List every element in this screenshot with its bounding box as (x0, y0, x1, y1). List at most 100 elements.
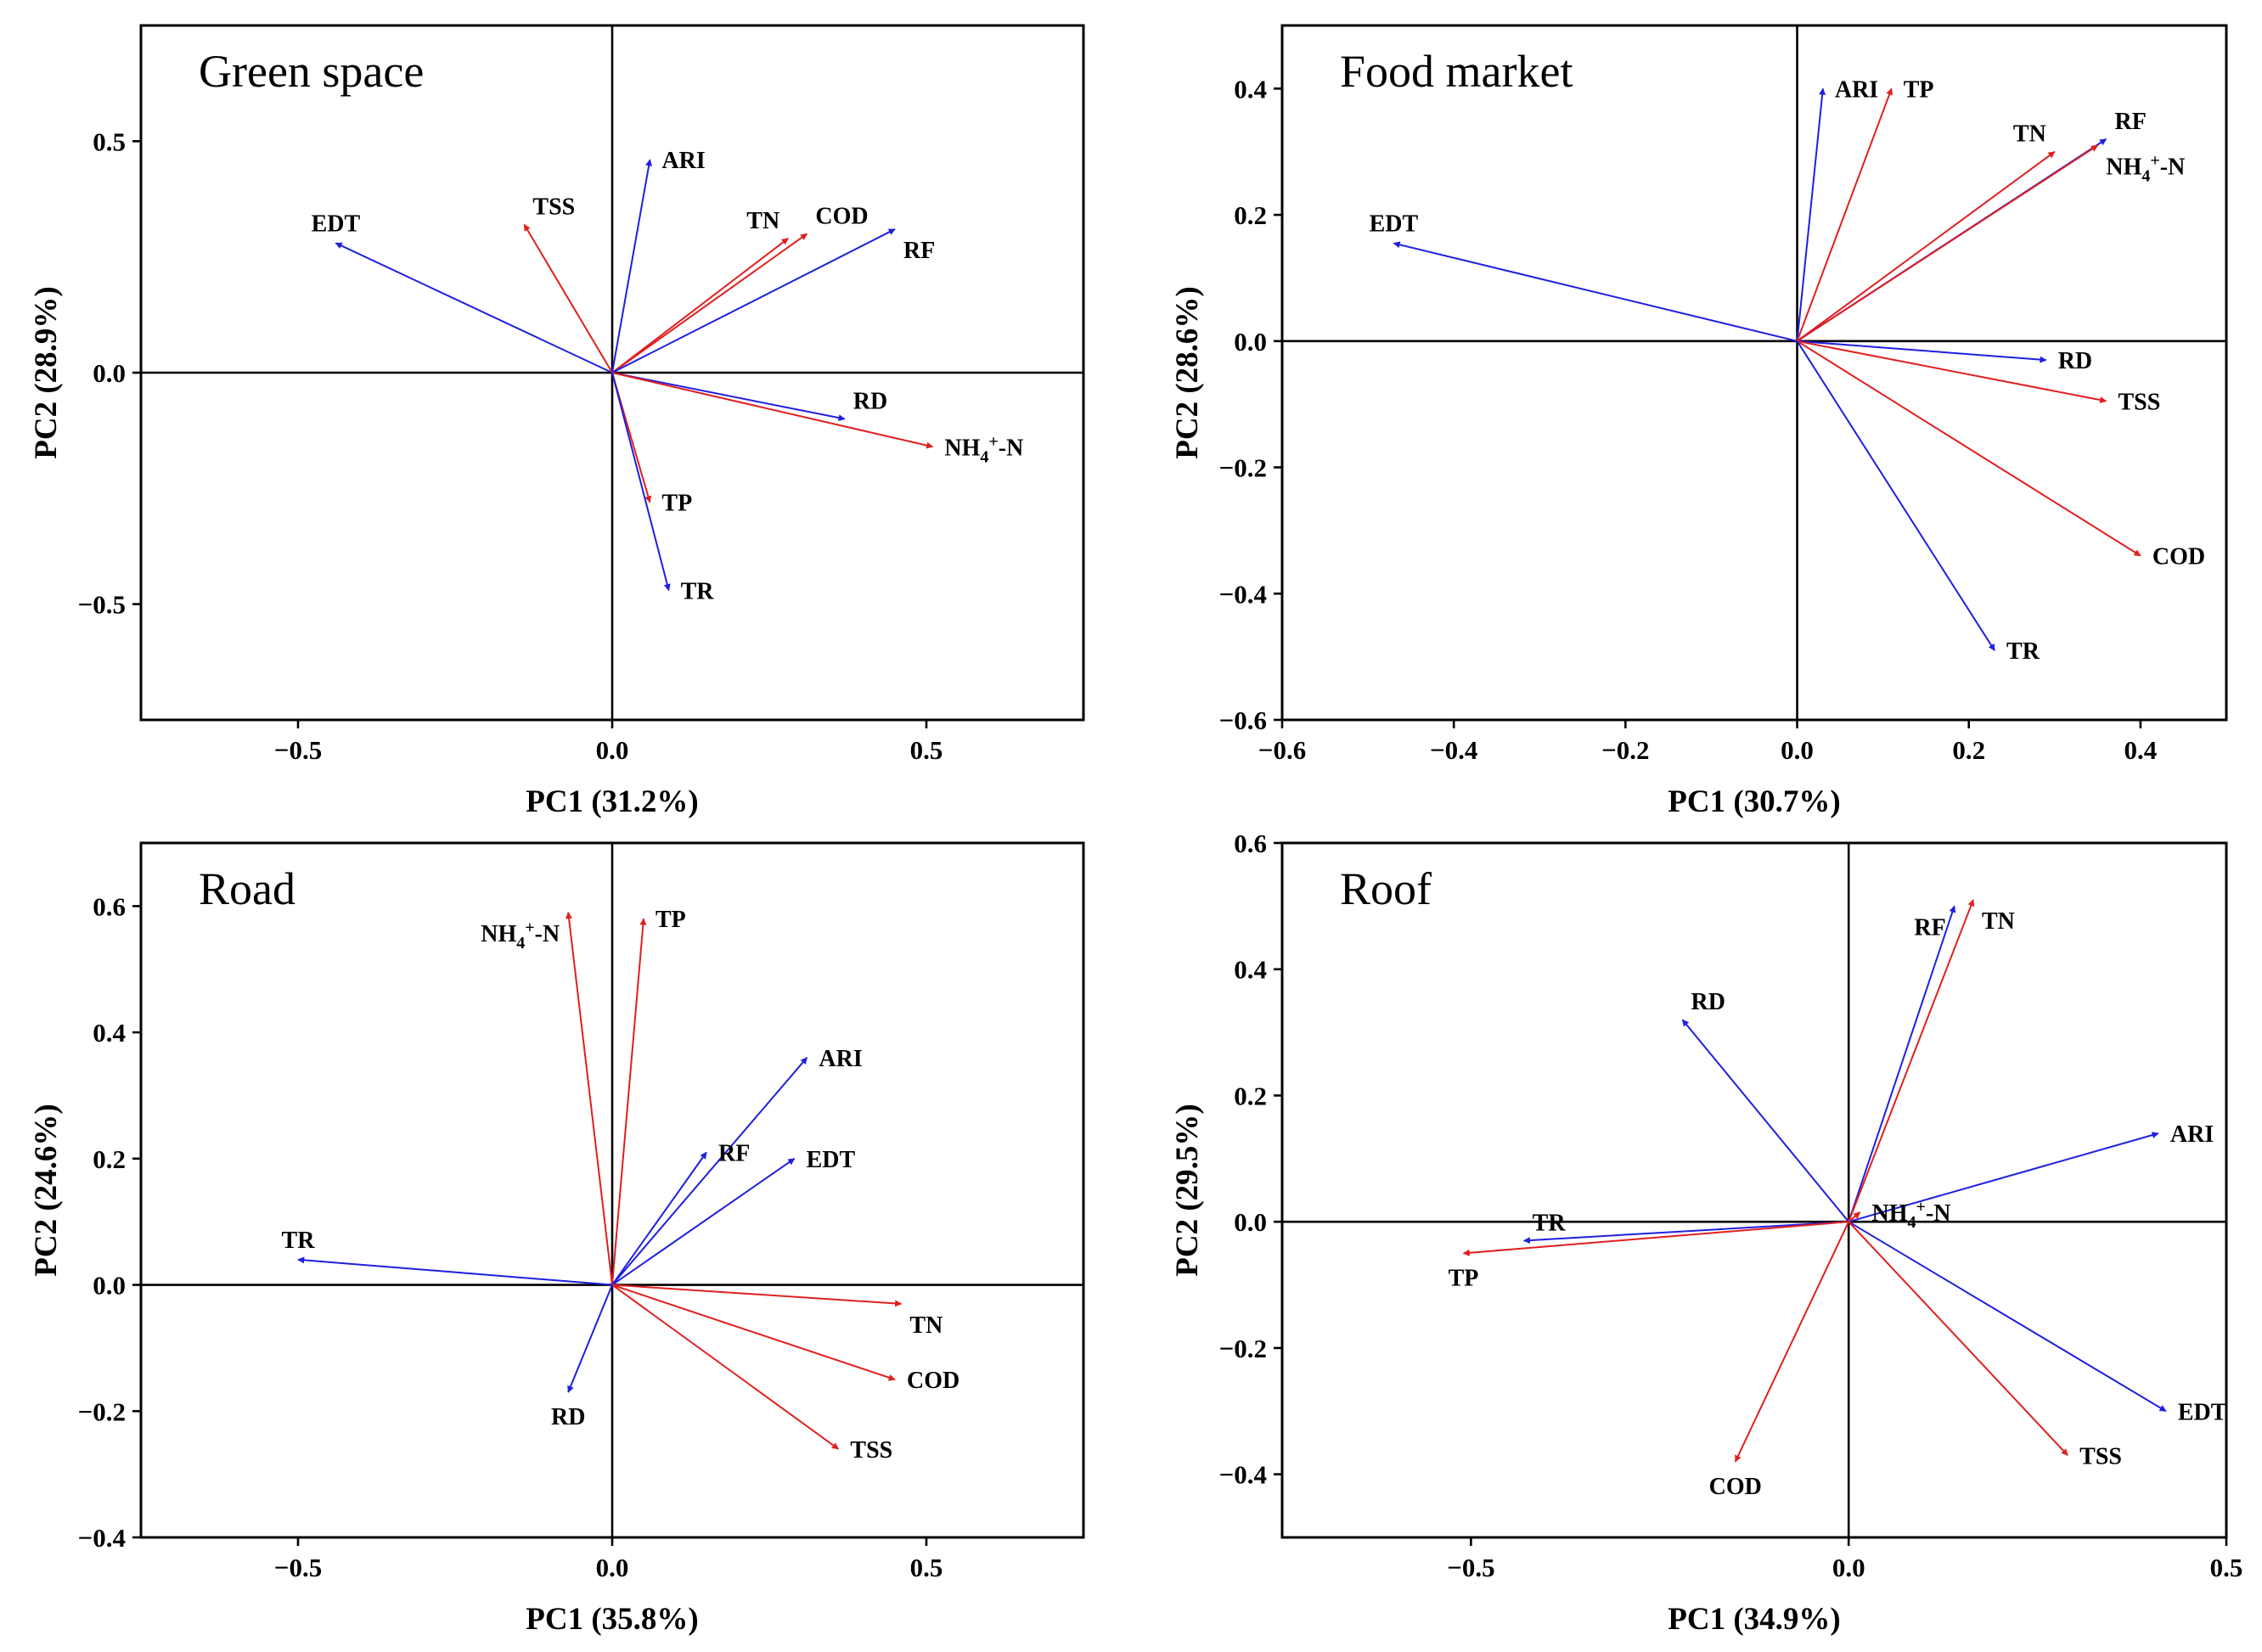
x-tick-label: 0.2 (1952, 735, 1985, 765)
arrow-tp (611, 918, 647, 1285)
arrow-rf (611, 228, 896, 374)
arrow-label-nh4plus-n: NH4+-N (2106, 151, 2185, 185)
arrow-nh4plus-n (1848, 1211, 1861, 1222)
arrow-label-ari: ARI (661, 148, 705, 174)
x-tick-label: 0.5 (2210, 1553, 2243, 1582)
arrow-label-tss: TSS (532, 194, 575, 220)
y-axis-label: PC2 (29.5%) (1170, 1104, 1205, 1276)
arrow-label-cod: COD (2152, 544, 2205, 570)
panel-green-space: −0.5 0.0 0.5 −0.5 0.0 0.5 Green space PC1 (31… (29, 24, 1085, 819)
panel-food-market: −0.6 −0.4 −0.2 0.0 0.2 0.4 −0.6 −0.4 −0.2 0.0 0.2 0… (1170, 24, 2228, 819)
arrow-edt (1393, 241, 1798, 342)
arrow-nh4plus-n (1796, 144, 2099, 342)
arrow-ari (611, 159, 653, 374)
arrow-rd (611, 372, 846, 422)
arrow-rd (567, 1284, 613, 1393)
arrow-cod (611, 1284, 896, 1381)
arrow-label-ari: ARI (819, 1046, 862, 1072)
y-tick-label: −0.6 (1219, 705, 1267, 735)
x-axis-label: PC1 (34.9%) (1668, 1602, 1840, 1637)
arrow-label-tp: TP (656, 907, 686, 933)
x-tick-label: −0.6 (1258, 735, 1306, 765)
x-tick-label: −0.4 (1430, 735, 1477, 765)
arrow-label-edt: EDT (807, 1147, 856, 1173)
arrow-rd (1797, 340, 2047, 363)
y-tick-label: −0.2 (1219, 1334, 1267, 1363)
arrow-tr (297, 1256, 613, 1286)
arrow-edt (611, 1157, 796, 1286)
arrow-label-cod: COD (815, 203, 868, 229)
y-axis-label: PC2 (24.6%) (29, 1104, 64, 1276)
arrow-label-edt: EDT (1370, 211, 1419, 238)
arrow-cod (1797, 340, 2141, 557)
x-tick-label: −0.2 (1601, 735, 1649, 765)
x-tick-label: −0.5 (274, 1553, 322, 1582)
y-tick-label: 0.6 (1234, 829, 1267, 858)
arrow-label-tss: TSS (2118, 389, 2160, 415)
arrow-tr (1522, 1221, 1849, 1245)
arrow-rf (1848, 905, 1956, 1222)
arrow-label-nh4plus-n: NH4+-N (1872, 1198, 1951, 1232)
panel-title: Food market (1340, 46, 1573, 97)
x-tick-label: −0.5 (274, 735, 322, 765)
arrow-tss (1797, 340, 2107, 404)
arrow-tss (611, 1284, 840, 1450)
arrow-label-tr: TR (681, 578, 715, 604)
arrow-label-tn: TN (1982, 908, 2015, 935)
y-tick-label: 0.0 (93, 358, 126, 388)
arrow-label-rd: RD (1691, 989, 1725, 1015)
arrow-label-cod: COD (1709, 1474, 1762, 1500)
arrow-label-tn: TN (2013, 121, 2046, 148)
y-tick-label: −0.4 (1219, 1460, 1267, 1490)
plot-frame (1280, 841, 2228, 1539)
arrow-label-edt: EDT (2178, 1399, 2227, 1425)
x-tick-label: 0.4 (2124, 735, 2158, 765)
arrow-tss (523, 223, 613, 374)
y-tick-label: 0.4 (93, 1018, 126, 1048)
arrow-label-tp: TP (661, 491, 692, 517)
arrow-label-ari: ARI (2170, 1121, 2214, 1148)
x-axis-label: PC1 (30.7%) (1668, 784, 1840, 819)
y-tick-label: 0.2 (1234, 200, 1267, 230)
y-tick-label: 0.2 (93, 1144, 126, 1174)
arrow-tss (1848, 1221, 2068, 1457)
arrow-nh4plus-n (611, 372, 934, 449)
panel-title: Green space (199, 46, 424, 97)
y-tick-label: −0.4 (1219, 579, 1267, 609)
arrow-ari (1848, 1132, 2159, 1223)
arrow-label-tss: TSS (850, 1437, 892, 1464)
y-tick-label: −0.2 (1219, 453, 1267, 483)
y-tick-label: 0.4 (1234, 955, 1267, 985)
arrow-label-nh4plus-n: NH4+-N (944, 432, 1023, 466)
y-tick-label: 0.2 (1234, 1081, 1267, 1110)
y-tick-label: −0.2 (78, 1396, 126, 1426)
arrow-cod (611, 233, 808, 374)
arrow-edt (335, 242, 613, 374)
x-tick-label: 0.0 (596, 735, 629, 765)
x-axis-label: PC1 (35.8%) (526, 1602, 698, 1637)
y-axis-label: PC2 (28.9%) (29, 286, 64, 458)
arrow-tn (611, 238, 789, 374)
arrow-label-ari: ARI (1835, 76, 1878, 103)
plot-frame (1280, 24, 2228, 722)
arrow-cod (1734, 1221, 1850, 1463)
panel-title: Roof (1340, 863, 1432, 914)
y-tick-label: 0.0 (93, 1271, 126, 1301)
arrow-label-rf: RF (903, 238, 935, 264)
arrow-label-tp: TP (1904, 76, 1934, 103)
arrow-label-tn: TN (909, 1312, 942, 1339)
arrow-label-tr: TR (1533, 1210, 1567, 1236)
arrow-label-rf: RF (2114, 109, 2146, 135)
arrow-label-nh4plus-n: NH4+-N (481, 919, 560, 952)
panel-road: −0.5 0.0 0.5 −0.4 −0.2 0.0 0.2 0.4 0.6 Road PC1 … (29, 841, 1085, 1637)
y-tick-label: −0.5 (78, 590, 126, 620)
arrow-label-tp: TP (1449, 1265, 1479, 1291)
panel-title: Road (199, 863, 295, 914)
arrow-rd (1681, 1019, 1849, 1222)
y-tick-label: 0.0 (1234, 327, 1267, 357)
y-tick-label: 0.5 (93, 126, 126, 156)
x-tick-label: −0.5 (1447, 1553, 1494, 1582)
arrow-ari (611, 1057, 808, 1286)
arrow-label-rd: RD (853, 389, 887, 415)
